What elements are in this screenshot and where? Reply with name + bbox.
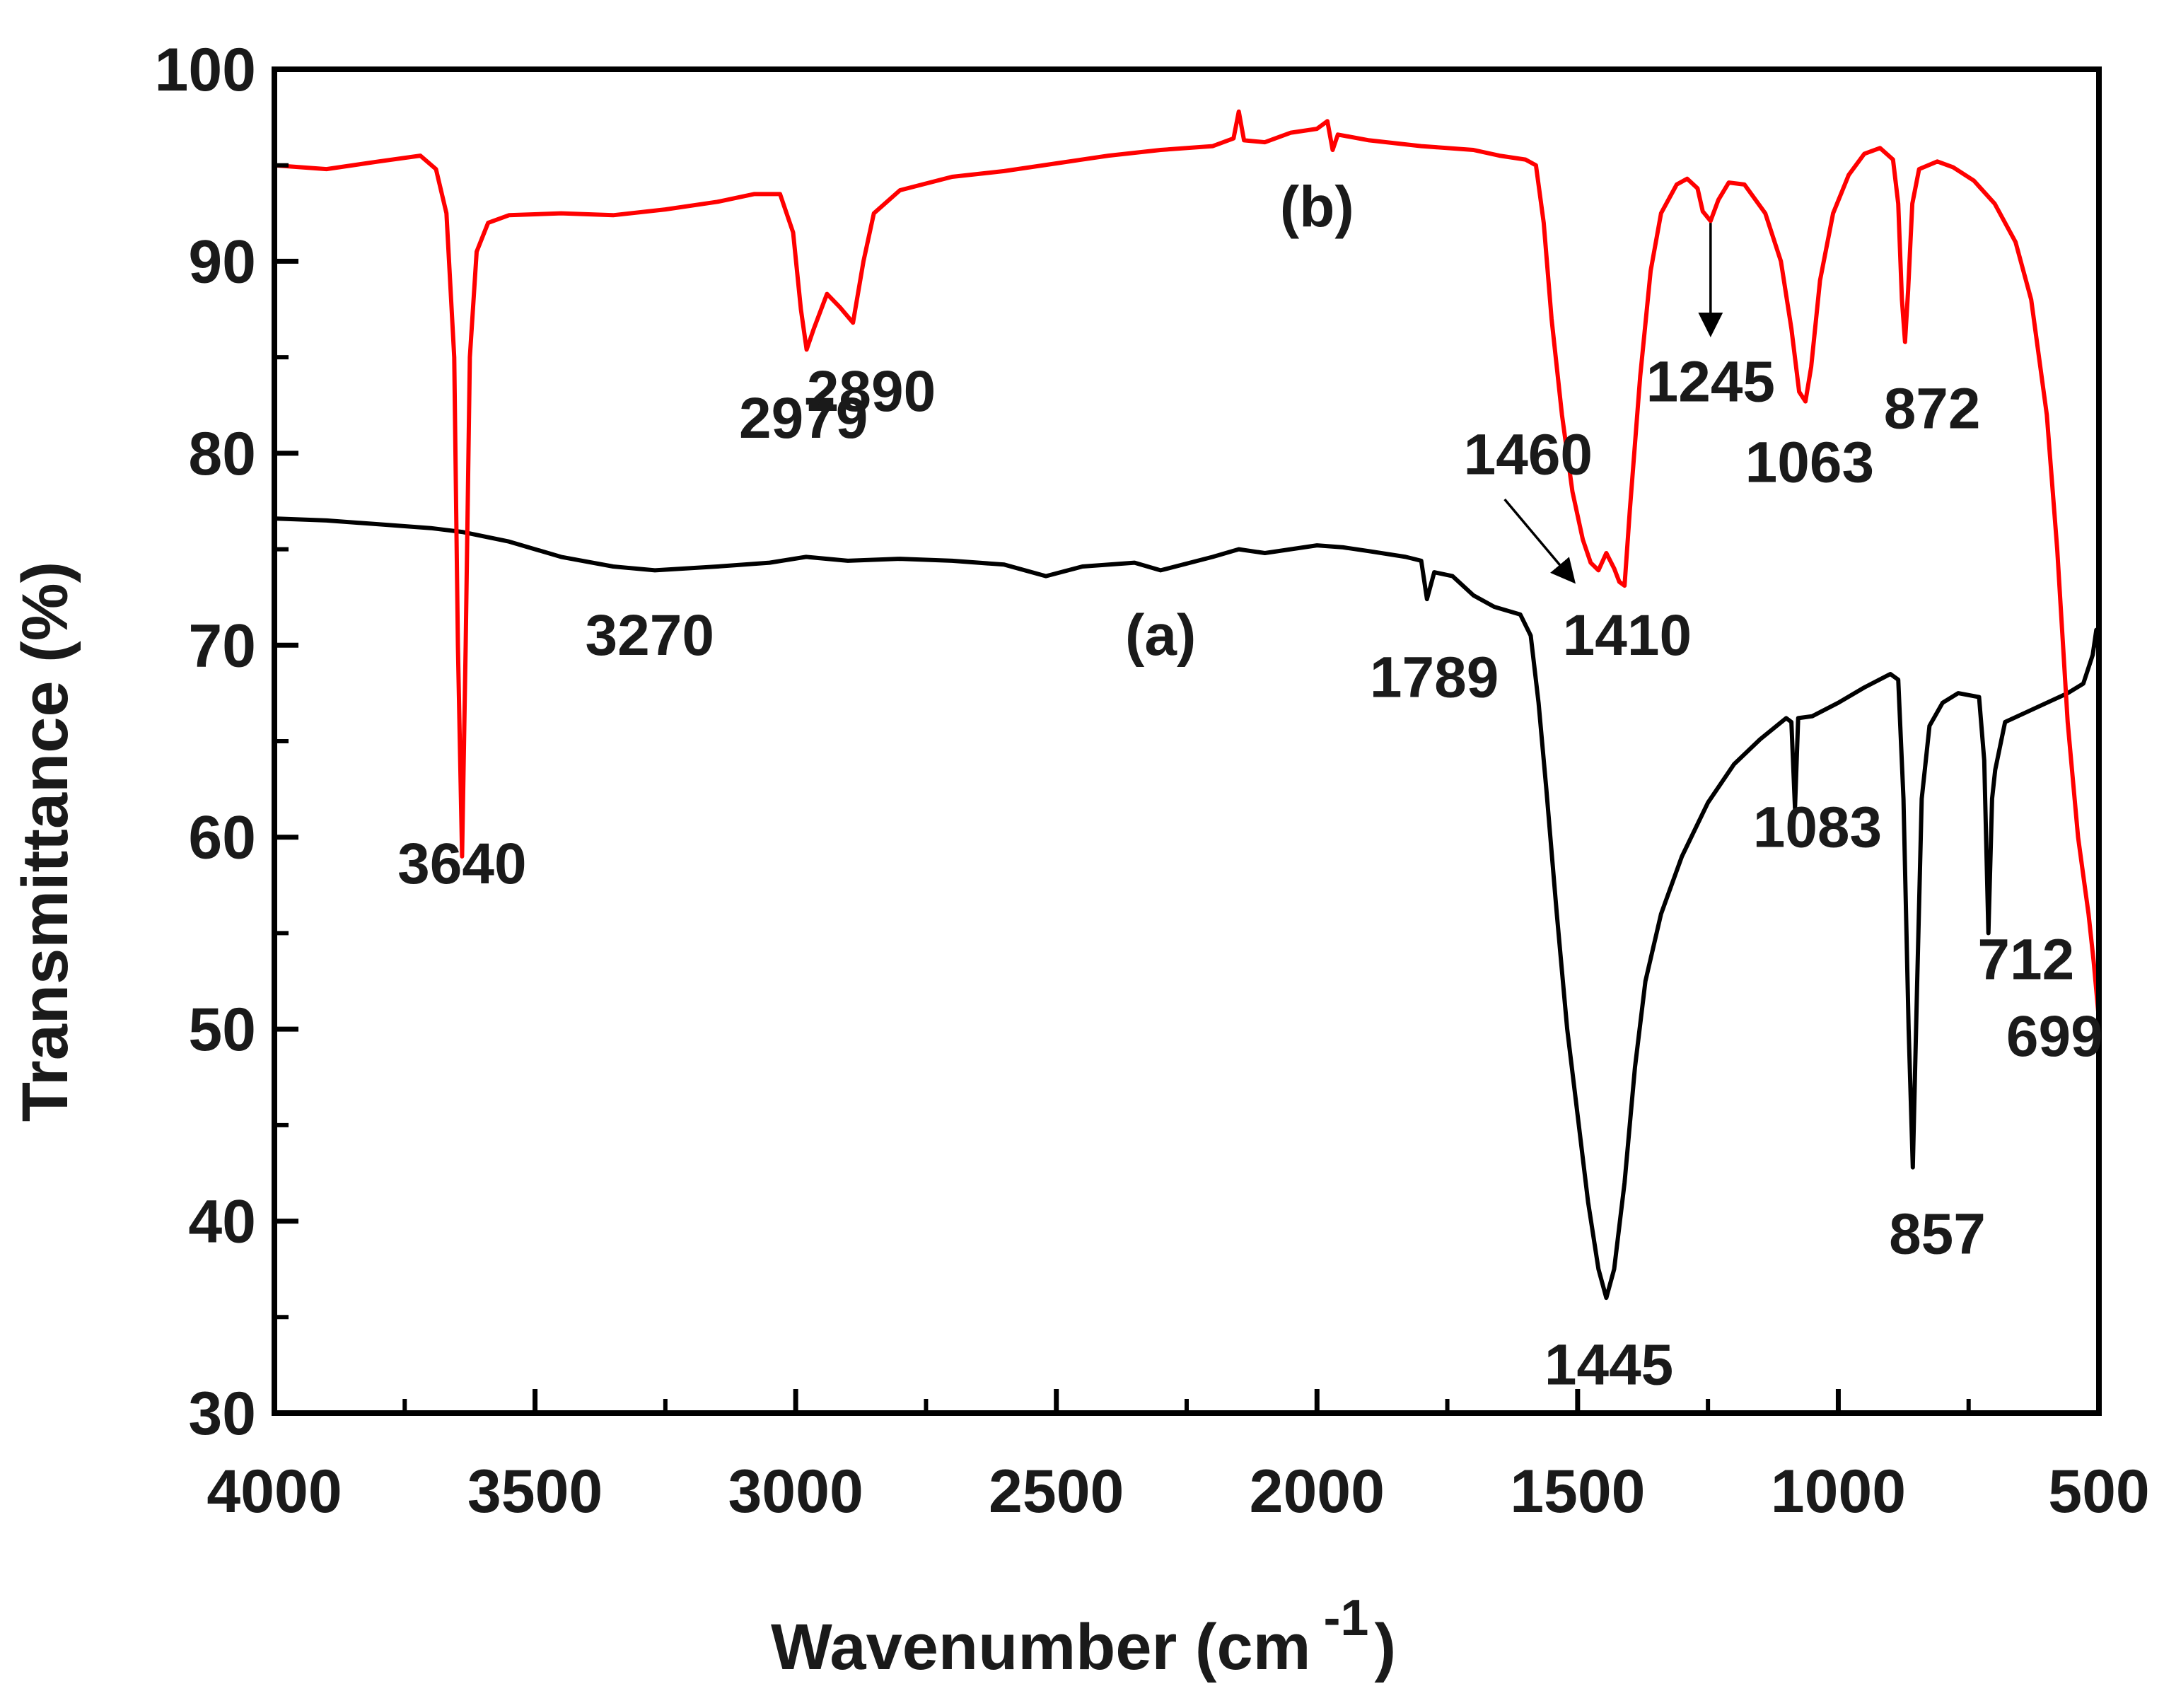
peak-label: 872: [1884, 377, 1981, 441]
peak-label: 699: [2006, 1004, 2103, 1069]
axis-tick-labels: 4000 3500 3000 2500 2000 1500 1000 500 30 40 50 60 7…: [155, 36, 2150, 1526]
peak-label: 1789: [1370, 646, 1499, 710]
x-tick-label: 2000: [1250, 1458, 1385, 1526]
peak-label: 3640: [397, 832, 526, 896]
peak-label: 1410: [1563, 603, 1692, 668]
peak-label: 1460: [1464, 423, 1593, 487]
peak-label: 2890: [807, 359, 936, 424]
y-tick-label: 70: [188, 612, 256, 680]
y-tick-label: 80: [188, 420, 256, 488]
x-tick-label: 4000: [206, 1458, 342, 1526]
peak-label: 712: [1977, 928, 2074, 992]
series-label: (b): [1280, 175, 1354, 240]
series-layer: [272, 109, 2101, 1301]
series-line-a: [272, 516, 2101, 1301]
y-tick-label: 60: [188, 804, 256, 872]
series-line-b: [272, 109, 2101, 1022]
x-axis-title-superscript: -1: [1323, 1590, 1368, 1646]
y-tick-label: 50: [188, 996, 256, 1064]
x-axis-title-main: Wavenumber (cm: [771, 1611, 1310, 1683]
y-tick-label: 30: [188, 1380, 256, 1448]
x-axis-title: Wavenumber (cm -1): [771, 1590, 1396, 1683]
peak-label: 1083: [1753, 795, 1882, 859]
x-tick-label: 500: [2048, 1458, 2150, 1526]
annotation-arrow: [1503, 498, 1576, 584]
x-tick-label: 3000: [728, 1458, 863, 1526]
y-tick-label: 40: [188, 1188, 256, 1256]
axis-ticks: [272, 66, 2102, 1416]
peak-label: 1445: [1545, 1332, 1673, 1397]
x-tick-label: 2500: [989, 1458, 1124, 1526]
x-tick-label: 3500: [467, 1458, 603, 1526]
x-tick-label: 1000: [1771, 1458, 1906, 1526]
x-tick-label: 1500: [1510, 1458, 1645, 1526]
peak-label: 2979: [739, 386, 868, 451]
annotation-arrows: [1503, 223, 1723, 584]
peak-label: 3270: [586, 603, 714, 668]
y-tick-label: 90: [188, 228, 256, 296]
plot-frame: [272, 66, 2102, 1416]
peak-label: 1245: [1646, 350, 1775, 414]
y-axis-title: Transmittance (%): [9, 562, 81, 1122]
peak-label: 857: [1889, 1202, 1986, 1267]
y-tick-label: 100: [155, 36, 257, 104]
x-axis-title-close: ): [1374, 1611, 1396, 1683]
series-label: (a): [1125, 603, 1196, 668]
peak-label: 1063: [1745, 431, 1874, 495]
